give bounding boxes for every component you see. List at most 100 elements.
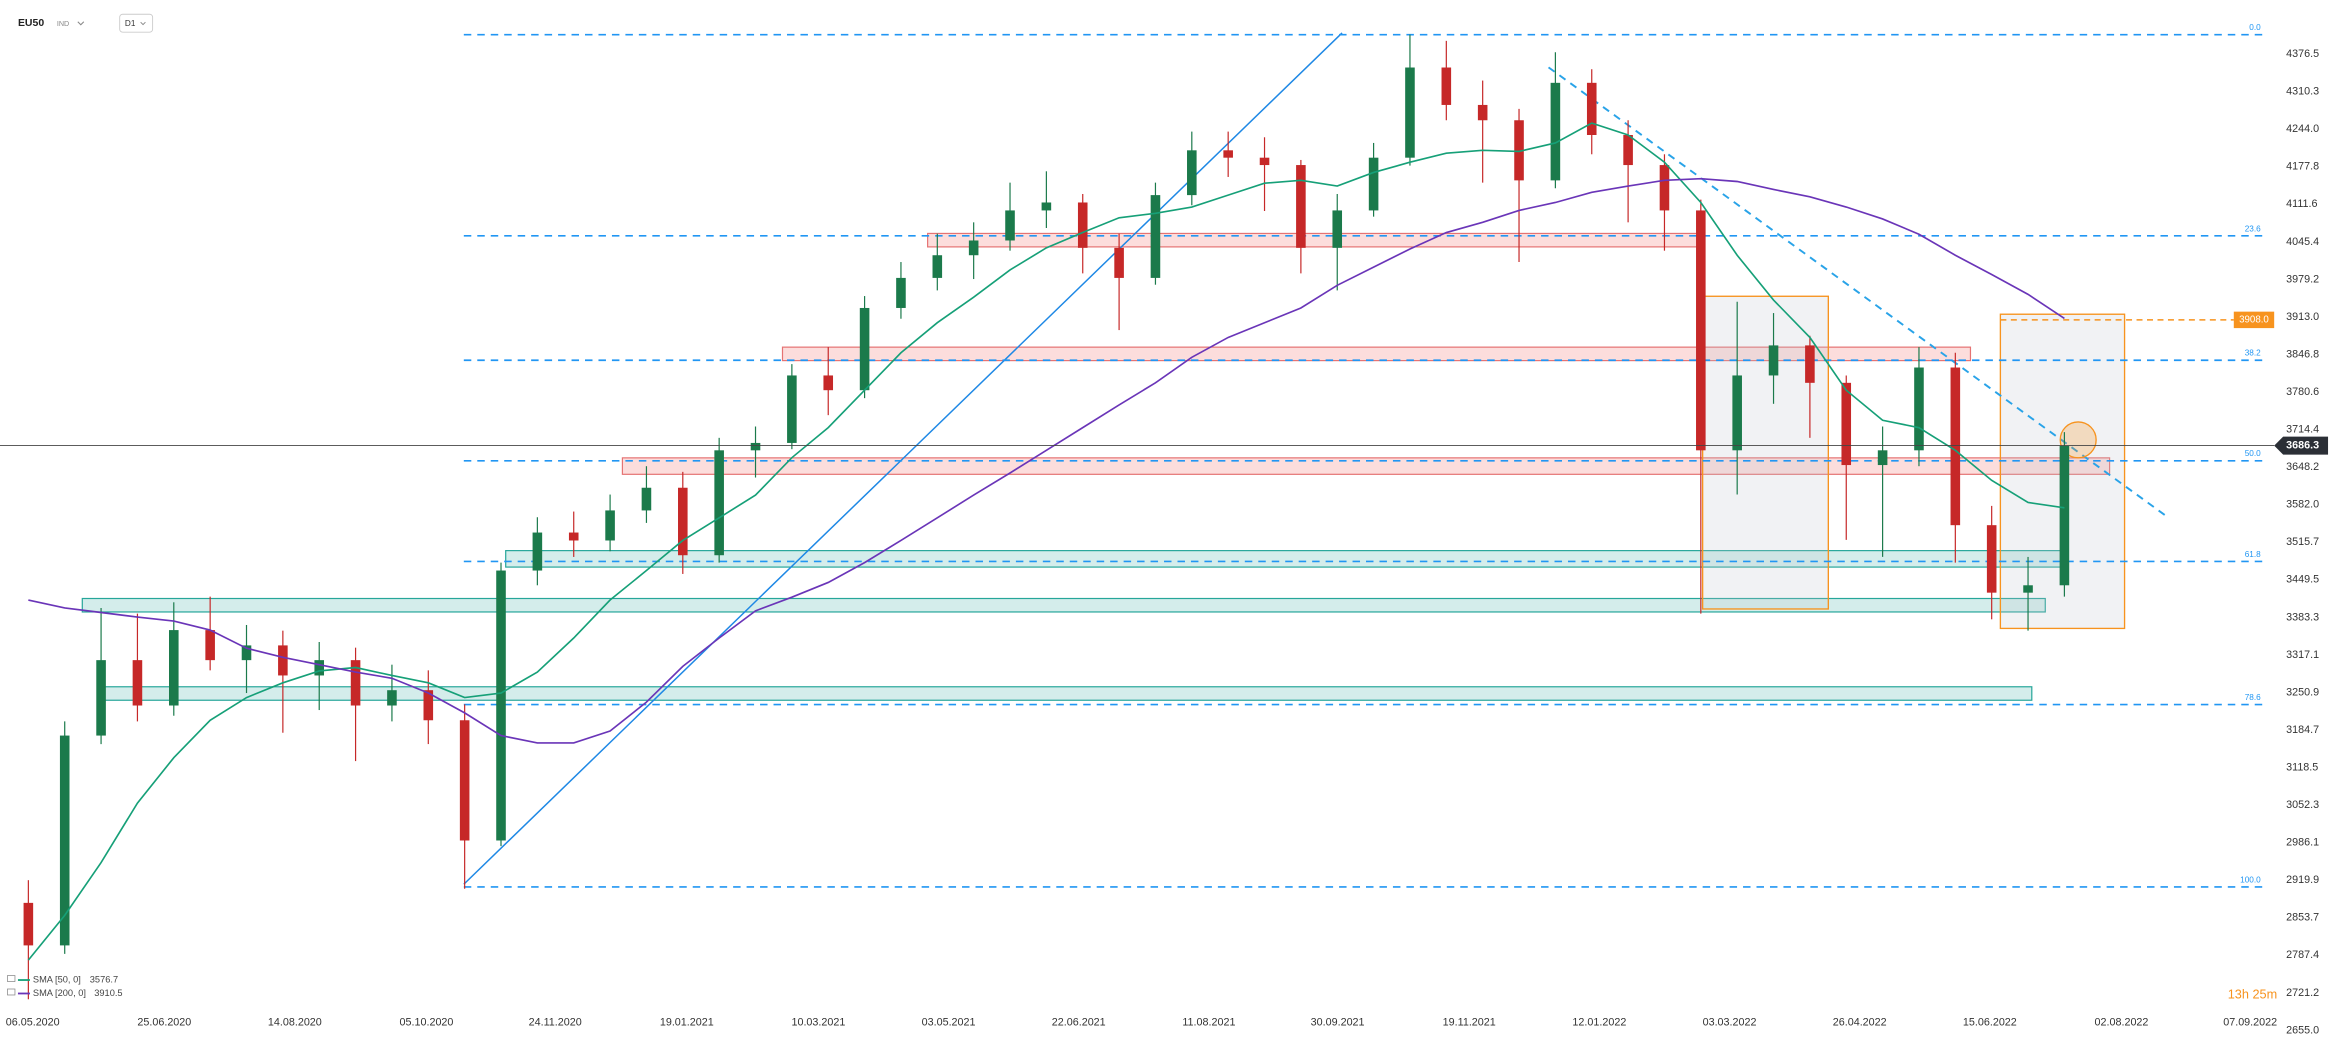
- candle-body: [1005, 210, 1015, 241]
- candle-body: [423, 690, 434, 721]
- support-zone: [505, 550, 2069, 568]
- candle-body: [59, 735, 70, 946]
- candle-body: [1586, 82, 1597, 136]
- x-tick-label: 03.05.2021: [922, 1017, 976, 1029]
- legend-icon[interactable]: [7, 975, 16, 982]
- trend-line: [1547, 66, 2168, 517]
- y-tick-label: 4244.0: [2286, 123, 2319, 135]
- candle-body: [314, 660, 325, 676]
- candle-body: [459, 720, 470, 841]
- candle-body: [1150, 195, 1161, 278]
- candle-body: [169, 630, 179, 706]
- candle-body: [1623, 135, 1633, 166]
- y-tick-label: 3317.1: [2286, 649, 2319, 661]
- x-tick-label: 11.08.2021: [1182, 1017, 1235, 1029]
- candle-body: [1405, 67, 1415, 158]
- x-tick-label: 06.05.2020: [6, 1017, 60, 1029]
- y-tick-label: 3979.2: [2286, 273, 2319, 285]
- legend-value: 3576.7: [90, 974, 118, 984]
- y-tick-label: 2721.2: [2286, 987, 2319, 999]
- y-tick-label: 3383.3: [2286, 611, 2319, 623]
- fib-label: 23.6: [2245, 224, 2261, 233]
- y-tick-label: 3913.0: [2286, 311, 2319, 323]
- x-tick-label: 19.11.2021: [1443, 1017, 1496, 1029]
- y-tick-label: 4376.5: [2286, 48, 2319, 60]
- candle-body: [823, 375, 834, 391]
- y-tick-label: 4177.8: [2286, 161, 2319, 173]
- y-tick-label: 3714.4: [2286, 424, 2319, 436]
- candle-body: [1805, 345, 1815, 383]
- legend-icon[interactable]: [7, 988, 16, 996]
- y-tick-label: 4111.6: [2286, 198, 2317, 210]
- candles: [23, 34, 2070, 1000]
- y-tick-label: 3648.2: [2286, 461, 2319, 473]
- y-tick-label: 2919.9: [2286, 874, 2319, 886]
- y-tick-label: 3250.9: [2286, 686, 2319, 698]
- fib-label: 50.0: [2245, 449, 2261, 458]
- candle-body: [714, 450, 724, 556]
- candle-body: [678, 487, 688, 556]
- candle-body: [387, 690, 397, 706]
- y-tick-label: 3582.0: [2286, 499, 2319, 511]
- x-tick-label: 07.09.2022: [2223, 1017, 2277, 1029]
- symbol: EU50: [18, 18, 44, 29]
- legend-value: 3910.5: [94, 988, 122, 998]
- candle-body: [1696, 210, 1706, 451]
- x-tick-label: 30.09.2021: [1311, 1017, 1365, 1029]
- y-tick-label: 3780.6: [2286, 386, 2319, 398]
- candle-body: [1768, 345, 1779, 376]
- candle-body: [2023, 585, 2033, 593]
- candle-body: [1332, 210, 1343, 248]
- x-tick-label: 19.01.2021: [660, 1017, 714, 1029]
- symbol-dropdown[interactable]: [77, 21, 85, 26]
- current-price-tag: [2274, 436, 2329, 455]
- x-tick-label: 10.03.2021: [791, 1017, 845, 1029]
- timeframe-select[interactable]: [119, 13, 154, 33]
- candle-body: [1841, 382, 1852, 466]
- candle-body: [96, 660, 106, 736]
- candle-body: [132, 660, 143, 706]
- y-tick-label: 3846.8: [2286, 348, 2319, 360]
- candle-body: [1477, 104, 1488, 121]
- y-tick-label: 3184.7: [2286, 724, 2319, 736]
- fib-label: 78.6: [2245, 693, 2261, 702]
- x-tick-label: 15.06.2022: [1963, 1017, 2017, 1029]
- sma-line: [28, 177, 2065, 744]
- candle-body: [1914, 367, 1924, 451]
- fib-label: 100.0: [2240, 875, 2261, 884]
- y-tick-label: 2787.4: [2286, 949, 2319, 961]
- candle-body: [1877, 450, 1888, 466]
- marker-level-tag: [2233, 311, 2275, 329]
- x-tick-label: 03.03.2022: [1703, 1017, 1757, 1029]
- candle-body: [2059, 445, 2070, 586]
- highlight-circle: [2059, 421, 2097, 459]
- candle-body: [1441, 67, 1452, 105]
- candle-body: [1259, 157, 1270, 166]
- y-tick-label: 2986.1: [2286, 837, 2319, 849]
- x-tick-label: 12.01.2022: [1572, 1017, 1626, 1029]
- candle-body: [1550, 82, 1561, 181]
- candle-body: [532, 532, 543, 571]
- x-tick-label: 22.06.2021: [1052, 1017, 1106, 1029]
- candle-body: [241, 645, 252, 661]
- candle-body: [1950, 367, 1961, 526]
- candle-body: [1659, 165, 1670, 211]
- sma-line: [27, 122, 2065, 961]
- timeframe: D1: [125, 19, 136, 28]
- candle-body: [1223, 150, 1233, 158]
- candle-body: [1077, 202, 1088, 248]
- resistance-zone: [621, 457, 2111, 475]
- candle-body: [932, 255, 943, 278]
- y-tick-label: 3449.5: [2286, 574, 2319, 586]
- candle-body: [750, 442, 761, 451]
- resistance-zone: [781, 346, 1972, 362]
- candle-body: [859, 307, 870, 391]
- x-tick-label: 25.06.2020: [137, 1017, 191, 1029]
- candle-body: [1986, 525, 1997, 593]
- marker-level-label: 3908.0: [2239, 314, 2269, 325]
- candle-body: [496, 570, 506, 841]
- candle-body: [1296, 165, 1306, 248]
- y-tick-label: 4045.4: [2286, 236, 2319, 248]
- candle-body: [641, 487, 652, 511]
